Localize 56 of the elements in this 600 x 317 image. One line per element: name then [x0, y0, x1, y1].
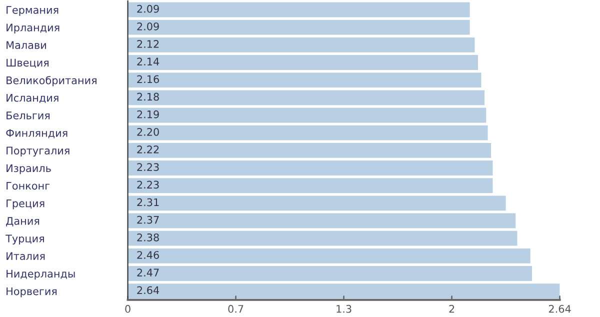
y-tick-label: Финляндия — [6, 129, 68, 138]
y-tick-label: Исландия — [6, 94, 58, 104]
x-tick-label: 0 — [125, 304, 130, 313]
data-label: 2.18 — [137, 92, 159, 101]
bar — [128, 160, 493, 176]
data-label: 2.16 — [137, 75, 159, 84]
bar — [128, 284, 560, 299]
data-label: 2.23 — [137, 180, 159, 189]
y-tick-label: Бельгия — [6, 112, 50, 120]
data-label: 2.64 — [137, 286, 160, 294]
data-label: 2.14 — [137, 58, 160, 66]
y-tick-label: Малави — [6, 41, 46, 50]
x-tick-label: 2.64 — [548, 304, 571, 313]
data-label: 2.09 — [137, 4, 159, 13]
data-label: 2.38 — [137, 233, 159, 242]
x-tick-label: 1.3 — [336, 304, 352, 313]
y-tick-label: Великобритания — [6, 76, 96, 86]
data-label: 2.20 — [137, 128, 159, 136]
data-label: 2.09 — [137, 22, 159, 30]
y-tick-label: Италия — [6, 252, 45, 260]
x-tick-label: 2 — [449, 304, 454, 313]
data-label: 2.46 — [137, 251, 159, 259]
x-tick-label: 0.7 — [228, 304, 244, 313]
y-tick-label: Португалия — [6, 146, 70, 157]
bar — [128, 2, 470, 18]
data-label: 2.19 — [137, 110, 159, 118]
bar — [128, 178, 493, 194]
y-tick-label: Германия — [6, 6, 58, 16]
y-tick-label: Нидерланды — [6, 270, 75, 280]
y-tick-label: Дания — [6, 217, 40, 226]
y-tick-label: Швеция — [6, 58, 49, 68]
y-tick-label: Ирландия — [6, 24, 60, 34]
data-label: 2.22 — [137, 146, 159, 154]
bar — [128, 196, 506, 211]
bar — [128, 230, 518, 246]
bar — [128, 72, 482, 88]
bar — [128, 20, 470, 35]
data-label: 2.47 — [137, 268, 159, 276]
y-tick-label: Израиль — [6, 164, 51, 174]
data-label: 2.12 — [137, 40, 159, 48]
bar — [128, 248, 530, 264]
bar — [128, 142, 492, 158]
bar — [128, 108, 486, 123]
bar — [128, 55, 478, 70]
y-tick-label: Норвегия — [6, 287, 57, 298]
bar — [128, 37, 475, 52]
bar — [128, 266, 532, 281]
bar — [128, 90, 485, 106]
data-label: 2.37 — [137, 216, 159, 224]
y-tick-label: Гонконг — [6, 182, 50, 190]
bar — [128, 213, 516, 228]
y-tick-label: Турция — [6, 234, 44, 244]
bar — [128, 125, 488, 140]
data-label: 2.31 — [137, 198, 159, 206]
y-tick-label: Греция — [6, 200, 44, 210]
data-label: 2.23 — [137, 163, 159, 172]
